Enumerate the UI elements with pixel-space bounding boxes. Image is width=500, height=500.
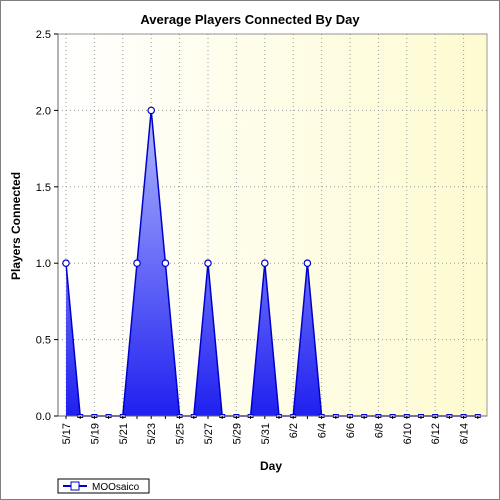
y-tick-label: 2.0 bbox=[36, 105, 51, 117]
data-point bbox=[161, 259, 170, 268]
legend-swatch-marker bbox=[70, 481, 80, 491]
y-tick-label: 2.5 bbox=[36, 29, 51, 41]
x-tick-label: 5/23 bbox=[146, 423, 158, 444]
x-tick-label: 6/2 bbox=[288, 423, 300, 438]
chart-title: Average Players Connected By Day bbox=[140, 12, 360, 27]
x-tick-label: 6/14 bbox=[459, 423, 471, 444]
data-point bbox=[260, 259, 269, 268]
x-tick-label: 6/6 bbox=[345, 423, 357, 438]
y-tick-label: 0.0 bbox=[36, 411, 51, 423]
x-tick-label: 5/17 bbox=[61, 423, 73, 444]
data-point bbox=[303, 259, 312, 268]
data-point bbox=[204, 259, 212, 268]
y-tick-label: 1.0 bbox=[36, 258, 51, 270]
x-tick-label: 5/19 bbox=[89, 423, 101, 444]
x-tick-label: 5/21 bbox=[118, 423, 130, 444]
x-tick-label: 6/12 bbox=[430, 423, 442, 444]
legend-box bbox=[57, 478, 150, 494]
x-tick-labels: 5/17 5/19 5/21 5/23 5/25 5/27 5/29 5/31 6/2 6/4 6/… bbox=[61, 416, 479, 444]
data-point bbox=[147, 106, 156, 115]
x-tick-label: 5/25 bbox=[175, 423, 187, 444]
axes bbox=[57, 33, 488, 417]
x-tick-label: 6/10 bbox=[402, 423, 414, 444]
x-tick-label: 5/29 bbox=[231, 423, 243, 444]
y-tick-label: 0.5 bbox=[36, 335, 51, 347]
plot-border bbox=[57, 33, 488, 417]
legend-label: MOOsaico bbox=[92, 482, 140, 493]
x-tick-label: 6/8 bbox=[373, 423, 385, 438]
x-tick-label: 5/27 bbox=[203, 423, 215, 444]
series-area bbox=[66, 110, 478, 417]
legend: MOOsaico bbox=[57, 478, 150, 494]
data-point bbox=[133, 259, 141, 268]
x-tick-label: 5/31 bbox=[260, 423, 272, 444]
y-tick-label: 1.5 bbox=[36, 182, 51, 194]
x-tick-label: 6/4 bbox=[317, 423, 329, 438]
y-tick-labels: 0.0 0.5 1.0 1.5 2.0 2.5 bbox=[36, 29, 58, 423]
data-point bbox=[62, 259, 70, 268]
x-axis-label: Day bbox=[260, 459, 282, 473]
y-axis-label: Players Connected bbox=[9, 172, 23, 280]
